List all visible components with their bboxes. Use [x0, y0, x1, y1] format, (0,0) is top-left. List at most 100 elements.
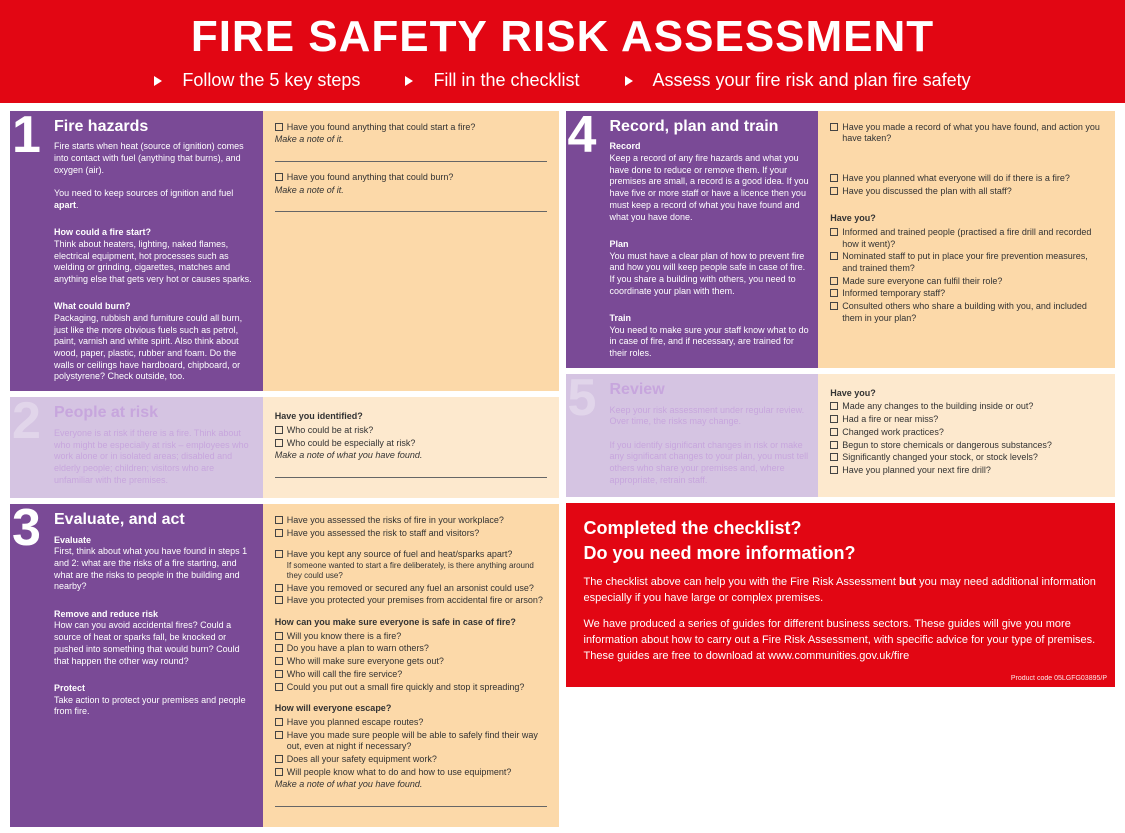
checkbox-icon[interactable] [830, 277, 838, 285]
checklist-label: Have you made a record of what you have … [842, 122, 1103, 145]
checklist-item[interactable]: Begun to store chemicals or dangerous su… [830, 440, 1103, 452]
header-banner: FIRE SAFETY RISK ASSESSMENT Follow the 5… [0, 0, 1125, 103]
checkbox-icon[interactable] [830, 402, 838, 410]
checkbox-icon[interactable] [830, 441, 838, 449]
checkbox-icon[interactable] [275, 516, 283, 524]
checkbox-icon[interactable] [275, 550, 283, 558]
write-in-line[interactable] [275, 150, 548, 162]
step-2-text: 2People at riskEveryone is at risk if th… [10, 397, 263, 498]
checklist-item[interactable]: Who will call the fire service? [275, 669, 548, 681]
checkbox-icon[interactable] [830, 252, 838, 260]
checklist-item[interactable]: Have you found anything that could burn? [275, 172, 548, 184]
checkbox-icon[interactable] [275, 426, 283, 434]
checkbox-icon[interactable] [275, 644, 283, 652]
footer-heading-2: Do you need more information? [584, 542, 1098, 565]
checklist-item[interactable]: Have you protected your premises from ac… [275, 595, 548, 607]
step-number: 5 [568, 372, 597, 424]
checklist-item[interactable]: Have you planned your next fire drill? [830, 465, 1103, 477]
checklist-item[interactable]: Who could be at risk? [275, 425, 548, 437]
checkbox-icon[interactable] [275, 755, 283, 763]
checkbox-icon[interactable] [275, 529, 283, 537]
checkbox-icon[interactable] [830, 302, 838, 310]
checklist-label: Do you have a plan to warn others? [287, 643, 548, 655]
checklist-item[interactable]: Informed and trained people (practised a… [830, 227, 1103, 250]
checklist-label: Have you kept any source of fuel and hea… [287, 549, 548, 581]
checklist-label: Have you removed or secured any fuel an … [287, 583, 548, 595]
checklist-item[interactable]: Informed temporary staff? [830, 288, 1103, 300]
checkbox-icon[interactable] [275, 632, 283, 640]
checkbox-icon[interactable] [830, 289, 838, 297]
step-number: 2 [12, 395, 41, 447]
checkbox-icon[interactable] [275, 718, 283, 726]
checklist-item[interactable]: Does all your safety equipment work? [275, 754, 548, 766]
checklist-item[interactable]: Have you made a record of what you have … [830, 122, 1103, 145]
checklist-item[interactable]: Who will make sure everyone gets out? [275, 656, 548, 668]
write-in-line[interactable] [275, 795, 548, 807]
step-3: 3Evaluate, and actEvaluateFirst, think a… [10, 504, 560, 827]
checklist-item[interactable]: Significantly changed your stock, or sto… [830, 452, 1103, 464]
checklist-item[interactable]: Have you discussed the plan with all sta… [830, 186, 1103, 198]
checkbox-icon[interactable] [275, 670, 283, 678]
checklist-label: Have you protected your premises from ac… [287, 595, 548, 607]
checklist-item[interactable]: Had a fire or near miss? [830, 414, 1103, 426]
checkbox-icon[interactable] [830, 415, 838, 423]
step-number: 3 [12, 502, 41, 554]
checkbox-icon[interactable] [275, 731, 283, 739]
checkbox-icon[interactable] [830, 453, 838, 461]
checklist-label: Who could be especially at risk? [287, 438, 548, 450]
checklist-item[interactable]: Have you planned escape routes? [275, 717, 548, 729]
step-number: 1 [12, 109, 41, 161]
checkbox-icon[interactable] [830, 428, 838, 436]
checkbox-icon[interactable] [275, 768, 283, 776]
step-3-checklist: Have you assessed the risks of fire in y… [263, 504, 560, 827]
checkbox-icon[interactable] [830, 123, 838, 131]
checklist-item[interactable]: Nominated staff to put in place your fir… [830, 251, 1103, 274]
checkbox-icon[interactable] [830, 228, 838, 236]
checkbox-icon[interactable] [275, 657, 283, 665]
checklist-item[interactable]: Have you made sure people will be able t… [275, 730, 548, 753]
checklist-subheading: Have you? [830, 388, 1103, 400]
step-5: 5ReviewKeep your risk assessment under r… [566, 374, 1116, 497]
checklist-label: Significantly changed your stock, or sto… [842, 452, 1103, 464]
checklist-item[interactable]: Will people know what to do and how to u… [275, 767, 548, 779]
checklist-label: Who will call the fire service? [287, 669, 548, 681]
step-title: Fire hazards [54, 117, 255, 138]
checklist-item[interactable]: Made sure everyone can fulfil their role… [830, 276, 1103, 288]
checklist-item[interactable]: Have you assessed the risks of fire in y… [275, 515, 548, 527]
footer-info-box: Completed the checklist?Do you need more… [566, 503, 1116, 687]
checklist-item[interactable]: Consulted others who share a building wi… [830, 301, 1103, 324]
checkbox-icon[interactable] [275, 683, 283, 691]
checkbox-icon[interactable] [275, 596, 283, 604]
step-1-text: 1Fire hazardsFire starts when heat (sour… [10, 111, 263, 392]
checklist-item[interactable]: Have you found anything that could start… [275, 122, 548, 134]
content-area: 1Fire hazardsFire starts when heat (sour… [0, 103, 1125, 833]
checkbox-icon[interactable] [275, 439, 283, 447]
checkbox-icon[interactable] [830, 187, 838, 195]
write-in-line[interactable] [275, 466, 548, 478]
checklist-item[interactable]: Have you assessed the risk to staff and … [275, 528, 548, 540]
checkbox-icon[interactable] [275, 173, 283, 181]
write-in-line[interactable] [275, 200, 548, 212]
step-5-text: 5ReviewKeep your risk assessment under r… [566, 374, 819, 497]
checklist-item[interactable]: Have you removed or secured any fuel an … [275, 583, 548, 595]
checklist-item[interactable]: Changed work practices? [830, 427, 1103, 439]
checkbox-icon[interactable] [830, 174, 838, 182]
hint-text: Make a note of it. [275, 185, 548, 197]
hint-text: Make a note of it. [275, 134, 548, 146]
checklist-item[interactable]: Could you put out a small fire quickly a… [275, 682, 548, 694]
checklist-label: Made any changes to the building inside … [842, 401, 1103, 413]
checklist-item[interactable]: Do you have a plan to warn others? [275, 643, 548, 655]
checkbox-icon[interactable] [275, 584, 283, 592]
checklist-item[interactable]: Who could be especially at risk? [275, 438, 548, 450]
checklist-item[interactable]: Have you kept any source of fuel and hea… [275, 549, 548, 581]
step-1: 1Fire hazardsFire starts when heat (sour… [10, 111, 560, 392]
checklist-subheading: How will everyone escape? [275, 703, 548, 715]
step-5-checklist: Have you?Made any changes to the buildin… [818, 374, 1115, 497]
checklist-item[interactable]: Made any changes to the building inside … [830, 401, 1103, 413]
step-title: Record, plan and train [610, 117, 811, 138]
checklist-label: Consulted others who share a building wi… [842, 301, 1103, 324]
checkbox-icon[interactable] [830, 466, 838, 474]
checkbox-icon[interactable] [275, 123, 283, 131]
checklist-item[interactable]: Will you know there is a fire? [275, 631, 548, 643]
checklist-item[interactable]: Have you planned what everyone will do i… [830, 173, 1103, 185]
